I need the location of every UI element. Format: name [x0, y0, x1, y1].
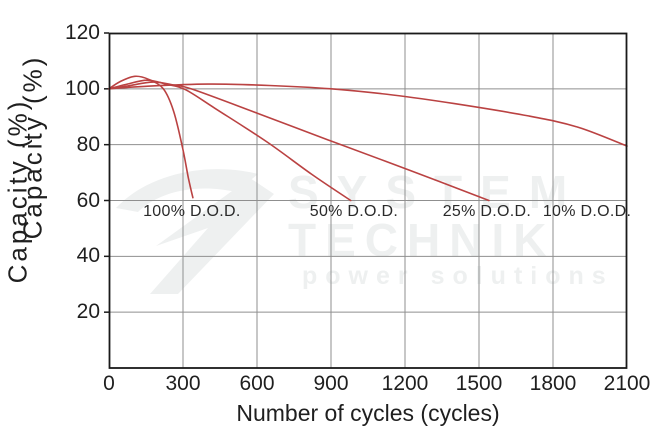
- x-tick-label-1200: 1200: [381, 372, 429, 395]
- x-axis-title: Number of cycles (cycles): [236, 400, 500, 426]
- plot-frame: [108, 32, 628, 369]
- curve-label-100-d-o-d: 100% D.O.D.: [143, 202, 241, 220]
- y-tick-label-100: 100: [64, 76, 100, 100]
- watermark-logo-swoosh-icon: [116, 169, 258, 212]
- x-tick-label-0: 0: [103, 372, 115, 395]
- curve-100-d-o-d: [108, 75, 194, 199]
- x-tick-label-1500: 1500: [455, 372, 503, 395]
- grid-lines: [104, 32, 627, 368]
- curve-label-50-d-o-d: 50% D.O.D.: [309, 202, 399, 220]
- y-tick-label-20: 20: [76, 300, 100, 324]
- x-tick-label-2100: 2100: [603, 372, 651, 395]
- curve-25-d-o-d: [108, 81, 490, 202]
- x-tick-label-1800: 1800: [529, 372, 577, 395]
- watermark-logo-bolt-icon: [150, 178, 274, 294]
- watermark-line1: SYSTEM: [288, 166, 585, 218]
- watermark-line2: TECHNIK: [288, 214, 555, 266]
- curve-50-d-o-d: [108, 79, 352, 202]
- watermark-line3: power solutions: [302, 262, 614, 290]
- x-tick-label-600: 600: [239, 372, 275, 395]
- x-tick-label-300: 300: [165, 372, 201, 395]
- curve-10-d-o-d: [108, 83, 628, 147]
- y-tick-label-60: 60: [76, 188, 100, 212]
- x-tick-label-900: 900: [313, 372, 349, 395]
- y-tick-label-120: 120: [64, 21, 100, 44]
- y-tick-label-40: 40: [76, 244, 100, 268]
- curve-label-25-d-o-d: 25% D.O.D.: [442, 202, 532, 220]
- curve-label-10-d-o-d: 10% D.O.D.: [542, 202, 632, 220]
- data-curves: [108, 75, 628, 202]
- y-tick-label-80: 80: [76, 132, 100, 156]
